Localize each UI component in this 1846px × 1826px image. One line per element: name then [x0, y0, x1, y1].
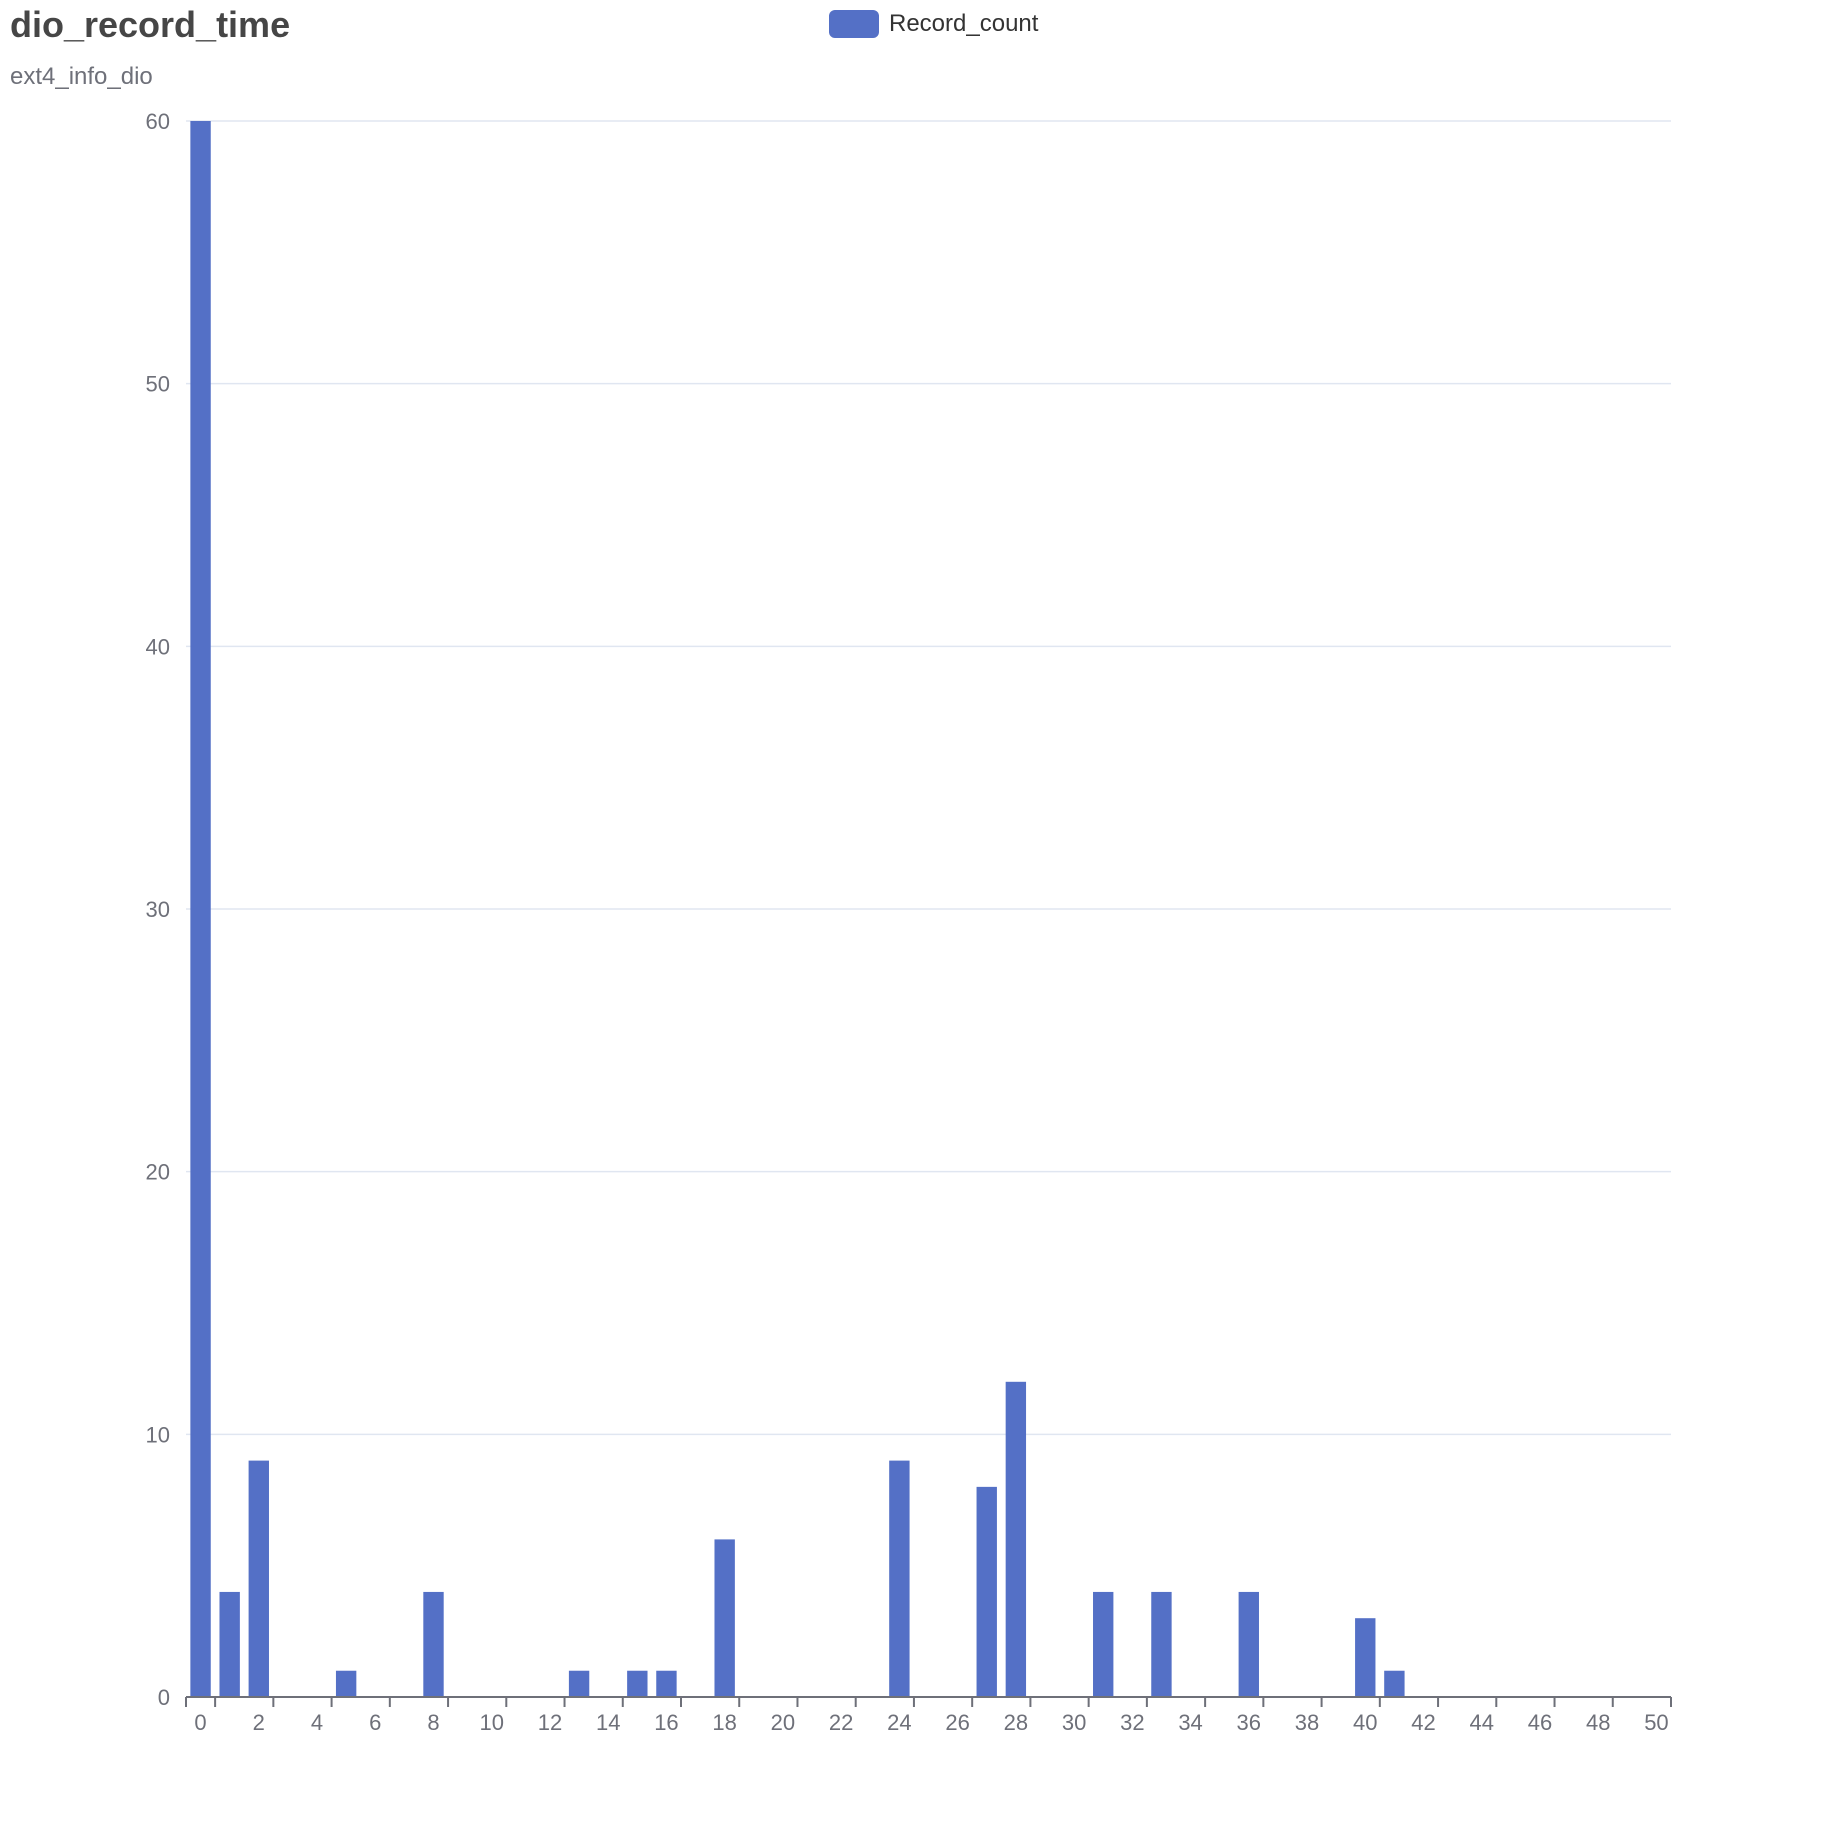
y-tick-label: 10 [146, 1422, 170, 1447]
x-tick-label: 14 [596, 1710, 620, 1735]
bar [248, 1460, 269, 1697]
grid-lines [186, 120, 1671, 1436]
x-tick-label: 12 [538, 1710, 562, 1735]
bar [1005, 1381, 1027, 1697]
y-tick-label: 20 [146, 1160, 170, 1185]
x-tick-label: 0 [194, 1710, 206, 1735]
bar [627, 1670, 648, 1697]
bar [423, 1591, 444, 1697]
x-tick-label: 24 [887, 1710, 911, 1735]
bar [889, 1460, 910, 1697]
bar [714, 1539, 735, 1697]
x-tick-label: 18 [712, 1710, 736, 1735]
x-tick-label: 8 [427, 1710, 439, 1735]
x-tick-label: 36 [1237, 1710, 1261, 1735]
legend-swatch [829, 10, 879, 38]
x-tick-label: 20 [771, 1710, 795, 1735]
bars [190, 121, 1405, 1697]
x-tick-label: 42 [1411, 1710, 1435, 1735]
bar [1093, 1591, 1114, 1697]
x-tick-label: 34 [1178, 1710, 1202, 1735]
bar [1384, 1670, 1405, 1697]
y-tick-label: 0 [158, 1685, 170, 1710]
chart-title: dio_record_time [10, 4, 291, 45]
legend[interactable]: Record_count [829, 10, 1038, 38]
x-tick-label: 2 [253, 1710, 265, 1735]
x-tick-label: 6 [369, 1710, 381, 1735]
bar [219, 1591, 240, 1697]
x-tick-label: 30 [1062, 1710, 1086, 1735]
bar [976, 1486, 997, 1697]
y-tick-label: 30 [146, 897, 170, 922]
bar [1355, 1618, 1376, 1697]
x-tick-label: 40 [1353, 1710, 1377, 1735]
x-tick-label: 16 [654, 1710, 678, 1735]
y-tick-label: 40 [146, 634, 170, 659]
y-tick-label: 50 [146, 372, 170, 397]
x-tick-label: 46 [1528, 1710, 1552, 1735]
x-tick-label: 48 [1586, 1710, 1610, 1735]
bar [1151, 1591, 1172, 1697]
legend-label: Record_count [889, 10, 1039, 37]
x-tick-label: 44 [1469, 1710, 1493, 1735]
bar [1238, 1591, 1259, 1697]
x-tick-label: 10 [479, 1710, 503, 1735]
x-tick-label: 38 [1295, 1710, 1319, 1735]
x-tick-label: 26 [945, 1710, 969, 1735]
x-tick-label: 32 [1120, 1710, 1144, 1735]
y-tick-label: 60 [146, 109, 170, 134]
x-tick-label: 4 [311, 1710, 323, 1735]
x-tick-label: 22 [829, 1710, 853, 1735]
bar [190, 121, 211, 1697]
bar [335, 1670, 357, 1697]
bar [656, 1670, 677, 1697]
bar [568, 1670, 590, 1697]
axes [185, 1696, 1672, 1707]
chart-subtitle: ext4_info_dio [10, 63, 153, 90]
x-tick-label: 28 [1004, 1710, 1028, 1735]
x-tick-label: 50 [1644, 1710, 1668, 1735]
